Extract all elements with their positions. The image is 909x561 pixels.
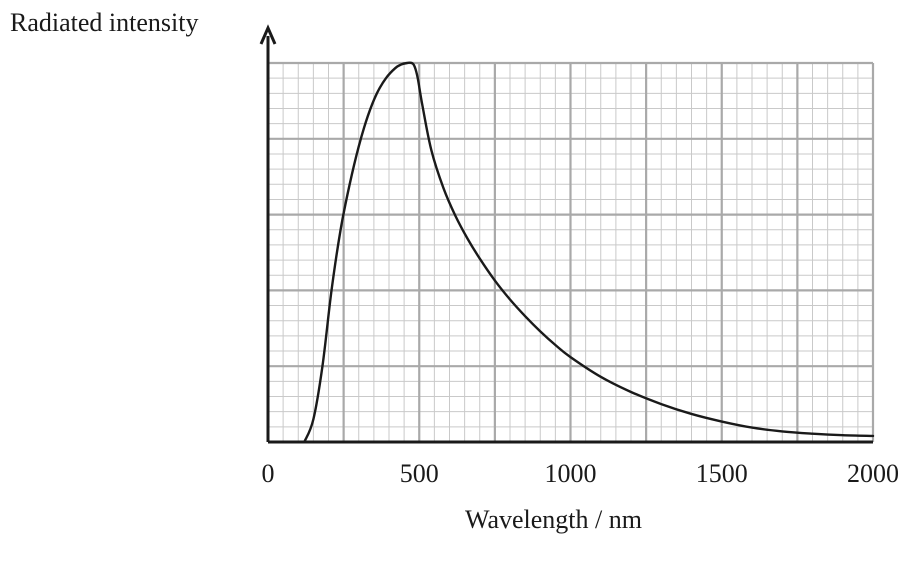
curve-group	[303, 61, 875, 444]
x-tick-label: 0	[262, 459, 275, 488]
x-axis-label: Wavelength / nm	[465, 505, 642, 534]
x-tick-label: 500	[400, 459, 439, 488]
y-axis-label: Radiated intensity	[10, 8, 199, 37]
x-tick-label: 1000	[545, 459, 597, 488]
intensity-curve	[303, 61, 875, 444]
x-tick-label: 1500	[696, 459, 748, 488]
y-axis-arrow-icon	[259, 24, 277, 45]
x-tick-labels: 0 500 1000 1500 2000	[262, 459, 900, 488]
axes	[259, 24, 873, 444]
x-tick-label: 2000	[847, 459, 899, 488]
